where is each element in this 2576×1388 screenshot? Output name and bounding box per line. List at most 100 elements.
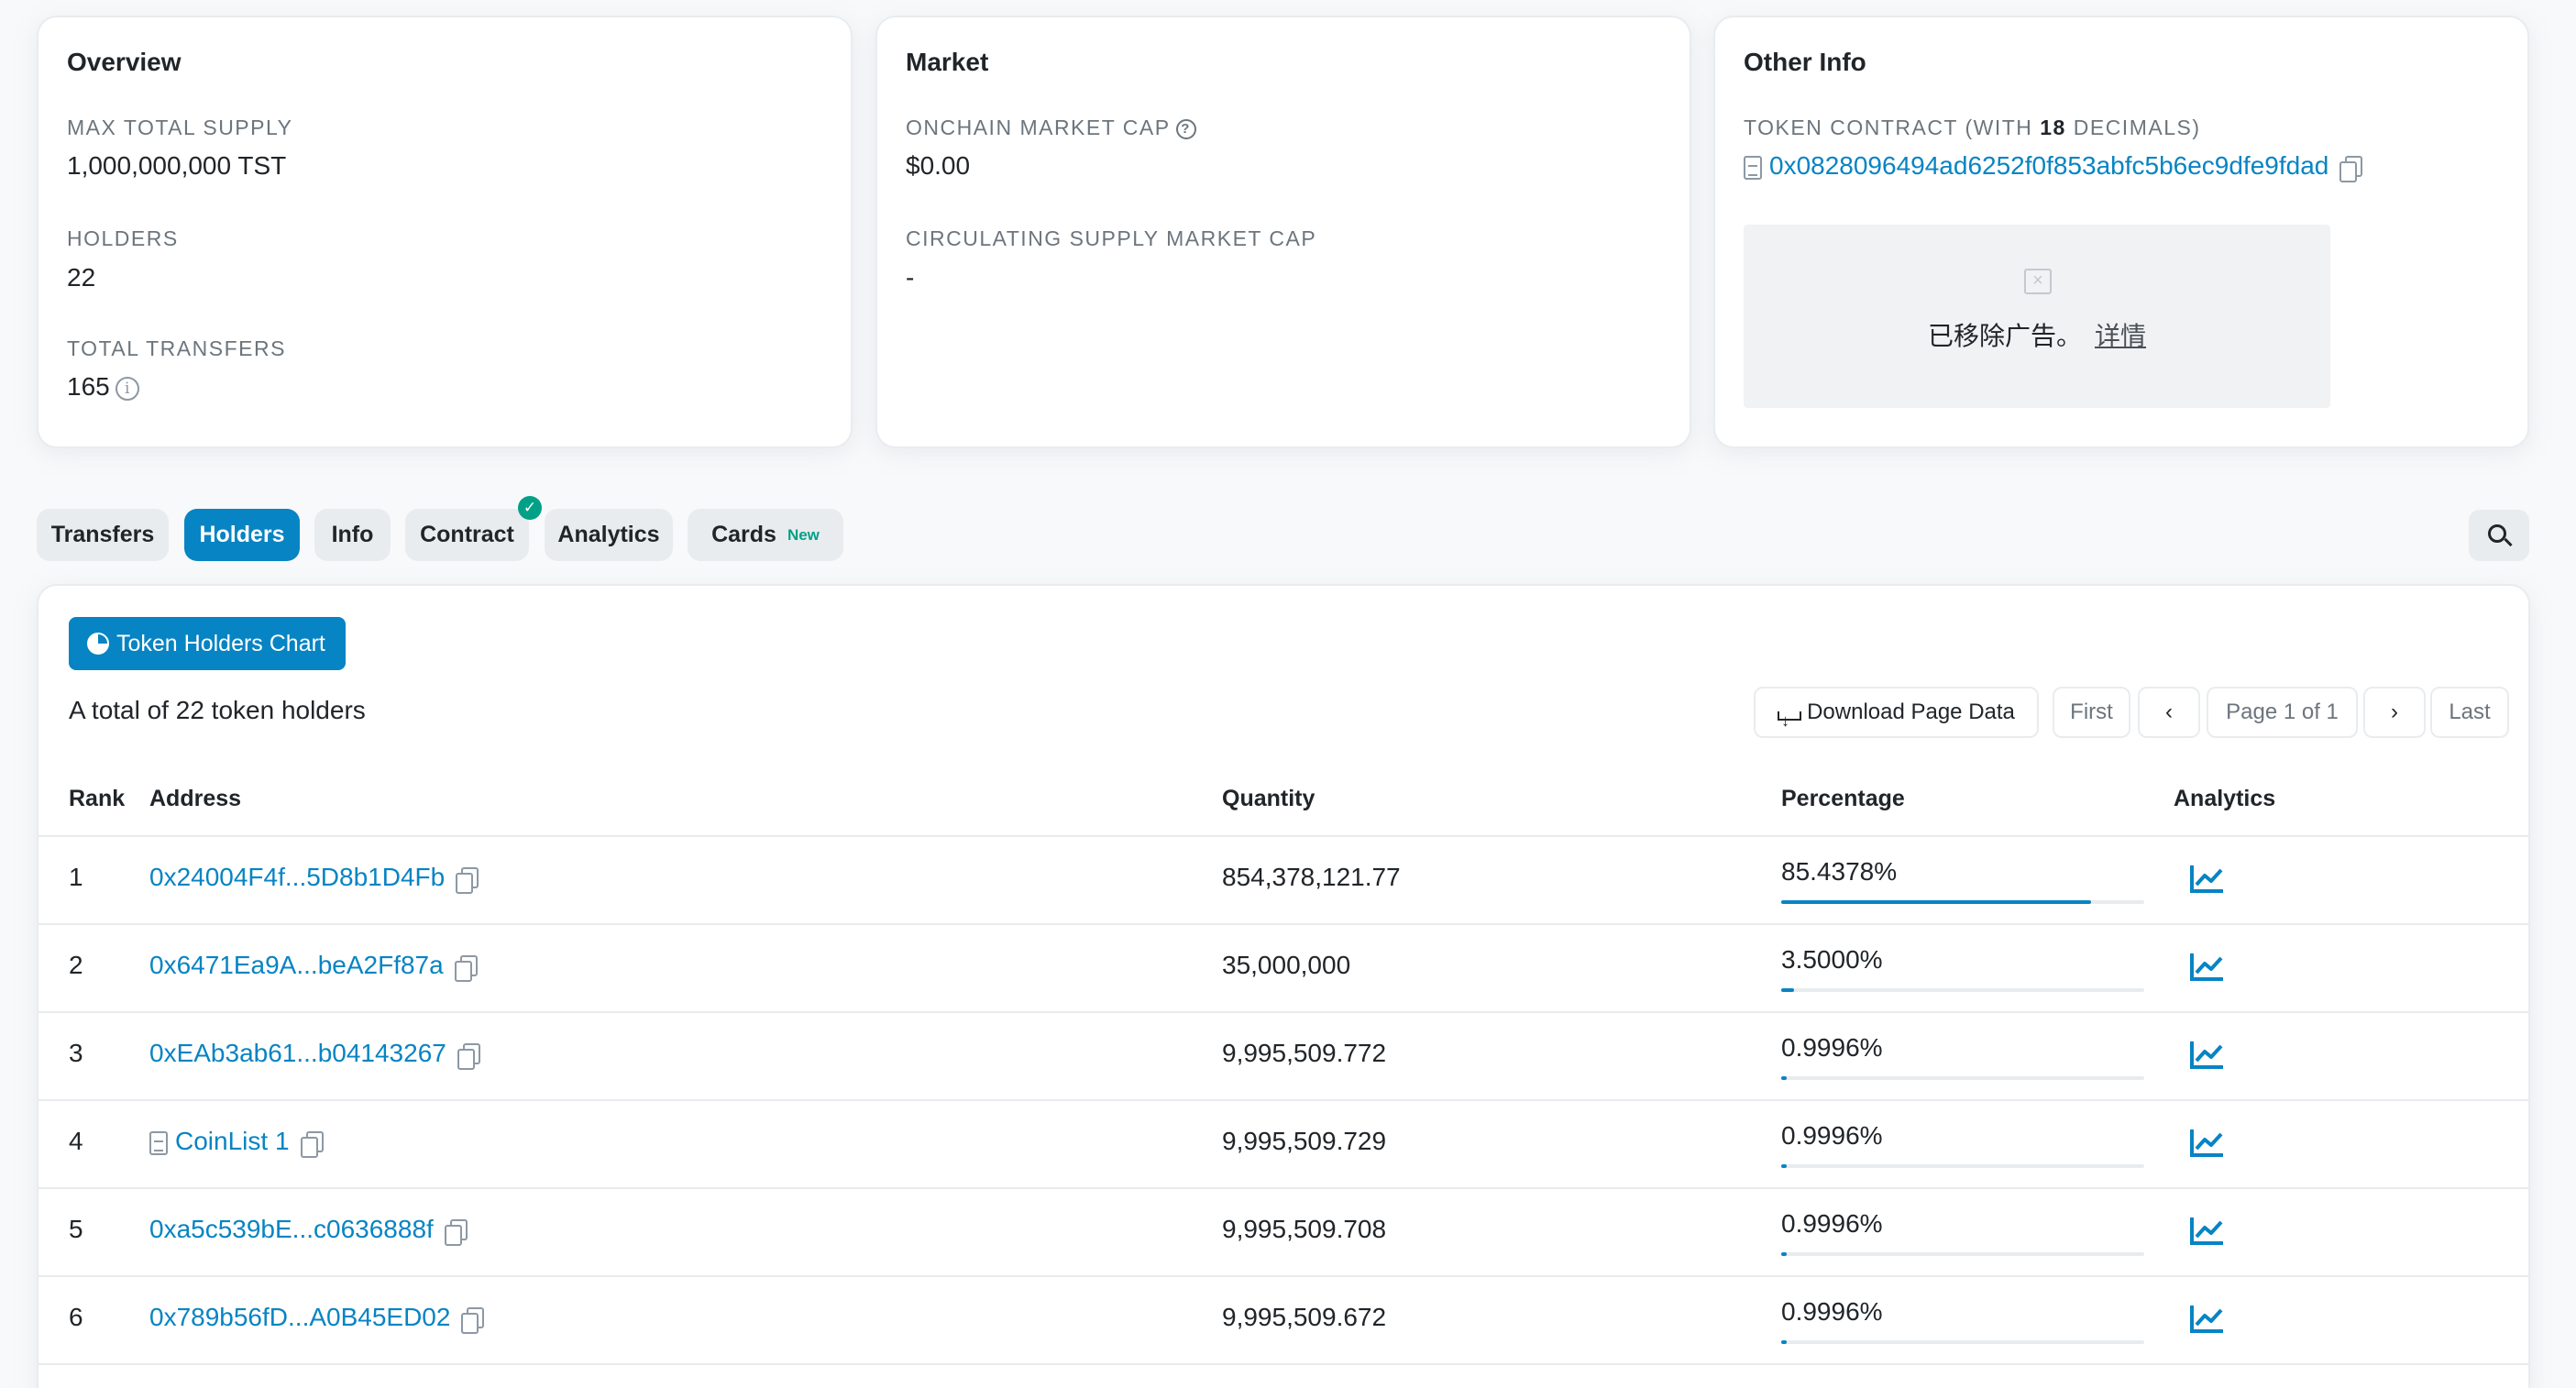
address-link[interactable]: 0xEAb3ab61...b04143267 bbox=[149, 1039, 446, 1067]
percentage-cell: 3.5000% bbox=[1781, 945, 1883, 974]
address-cell: 0x24004F4f...5D8b1D4Fb bbox=[149, 863, 479, 894]
rank-cell: 3 bbox=[69, 1039, 83, 1067]
address-link[interactable]: 0x6471Ea9A...beA2Ff87a bbox=[149, 951, 444, 979]
search-icon bbox=[2488, 524, 2506, 543]
copy-icon[interactable] bbox=[457, 1042, 480, 1070]
row-divider bbox=[39, 1011, 2528, 1013]
quantity-cell: 854,378,121.77 bbox=[1222, 863, 1401, 891]
percentage-bar bbox=[1781, 1164, 2144, 1168]
tab-cards[interactable]: Cards New bbox=[688, 509, 843, 561]
quantity-cell: 9,995,509.729 bbox=[1222, 1127, 1387, 1155]
percentage-bar-fill bbox=[1781, 900, 2091, 904]
copy-icon[interactable] bbox=[461, 1306, 485, 1334]
analytics-chart-icon[interactable] bbox=[2189, 1215, 2226, 1246]
token-decimals: 18 bbox=[2040, 116, 2066, 139]
rank-cell: 6 bbox=[69, 1303, 83, 1331]
overview-card: Overview MAX TOTAL SUPPLY 1,000,000,000 … bbox=[37, 16, 853, 448]
table-row: 3 0xEAb3ab61...b04143267 9,995,509.772 0.99… bbox=[39, 1011, 2528, 1099]
verified-check-icon: ✓ bbox=[518, 496, 542, 520]
download-icon bbox=[1778, 697, 1802, 744]
max-supply-label: MAX TOTAL SUPPLY bbox=[67, 116, 293, 139]
percentage-bar-fill bbox=[1781, 988, 1794, 992]
token-contract-label-prefix: TOKEN CONTRACT (WITH bbox=[1744, 116, 2041, 139]
copy-icon[interactable] bbox=[454, 954, 478, 982]
address-cell: 0xEAb3ab61...b04143267 bbox=[149, 1039, 480, 1070]
ad-details-link[interactable]: 详情 bbox=[2095, 322, 2147, 350]
tab-transfers[interactable]: Transfers bbox=[37, 509, 169, 561]
total-transfers-label: TOTAL TRANSFERS bbox=[67, 336, 286, 360]
tab-analytics[interactable]: Analytics bbox=[545, 509, 673, 561]
percentage-bar bbox=[1781, 1252, 2144, 1256]
col-analytics-header: Analytics bbox=[2174, 786, 2276, 811]
analytics-chart-icon[interactable] bbox=[2189, 1127, 2226, 1158]
row-divider bbox=[39, 835, 2528, 837]
onchain-market-cap-row: ONCHAIN MARKET CAP? bbox=[906, 116, 1196, 140]
tab-info[interactable]: Info bbox=[314, 509, 391, 561]
info-icon[interactable]: i bbox=[115, 376, 139, 401]
page-indicator: Page 1 of 1 bbox=[2207, 687, 2358, 738]
copy-icon[interactable] bbox=[444, 1218, 468, 1246]
other-info-title: Other Info bbox=[1744, 48, 1866, 76]
new-badge: New bbox=[787, 526, 820, 544]
download-page-data-button[interactable]: Download Page Data bbox=[1754, 687, 2039, 744]
percentage-bar bbox=[1781, 1340, 2144, 1344]
prev-page-button[interactable]: ‹ bbox=[2138, 687, 2200, 738]
table-row: 4 CoinList 1 9,995,509.729 0.9996% bbox=[39, 1099, 2528, 1187]
tab-holders[interactable]: Holders bbox=[184, 509, 300, 561]
percentage-cell: 85.4378% bbox=[1781, 857, 1898, 886]
analytics-chart-icon[interactable] bbox=[2189, 863, 2226, 894]
token-holders-chart-button[interactable]: Token Holders Chart bbox=[69, 617, 346, 670]
percentage-cell: 0.9996% bbox=[1781, 1209, 1883, 1238]
tab-contract[interactable]: Contract bbox=[405, 509, 529, 561]
chevron-right-icon: › bbox=[2391, 700, 2398, 724]
address-link[interactable]: 0x789b56fD...A0B45ED02 bbox=[149, 1303, 451, 1331]
rank-cell: 2 bbox=[69, 951, 83, 979]
analytics-chart-icon[interactable] bbox=[2189, 951, 2226, 982]
ad-removed-label: 已移除广告。 bbox=[1927, 322, 2082, 350]
rank-cell: 1 bbox=[69, 863, 83, 891]
percentage-cell: 0.9996% bbox=[1781, 1033, 1883, 1062]
percentage-bar bbox=[1781, 1076, 2144, 1080]
row-divider bbox=[39, 1363, 2528, 1365]
total-holders-text: A total of 22 token holders bbox=[69, 696, 366, 724]
overview-title: Overview bbox=[67, 48, 182, 76]
close-icon: × bbox=[2024, 269, 2052, 294]
percentage-cell: 0.9996% bbox=[1781, 1297, 1883, 1326]
copy-icon[interactable] bbox=[456, 866, 479, 894]
quantity-cell: 35,000,000 bbox=[1222, 951, 1351, 979]
address-link[interactable]: 0xa5c539bE...c0636888f bbox=[149, 1215, 434, 1243]
address-link[interactable]: CoinList 1 bbox=[175, 1127, 290, 1155]
analytics-chart-icon[interactable] bbox=[2189, 1039, 2226, 1070]
chevron-left-icon: ‹ bbox=[2165, 700, 2173, 724]
row-divider bbox=[39, 1099, 2528, 1101]
question-icon[interactable]: ? bbox=[1175, 118, 1196, 139]
onchain-market-cap-value: $0.00 bbox=[906, 151, 971, 180]
search-button[interactable] bbox=[2469, 510, 2529, 561]
address-cell: 0x6471Ea9A...beA2Ff87a bbox=[149, 951, 478, 982]
copy-icon[interactable] bbox=[2339, 155, 2363, 182]
ad-placeholder: × 已移除广告。 详情 bbox=[1744, 225, 2330, 408]
row-divider bbox=[39, 1275, 2528, 1277]
table-row: 2 0x6471Ea9A...beA2Ff87a 35,000,000 3.5000% bbox=[39, 923, 2528, 1011]
first-page-button[interactable]: First bbox=[2053, 687, 2130, 738]
next-page-button[interactable]: › bbox=[2363, 687, 2426, 738]
token-contract-label: TOKEN CONTRACT (WITH 18 DECIMALS) bbox=[1744, 116, 2201, 140]
percentage-bar-fill bbox=[1781, 1340, 1787, 1344]
col-quantity-header: Quantity bbox=[1222, 786, 1316, 811]
table-row: 1 0x24004F4f...5D8b1D4Fb 854,378,121.77 85.… bbox=[39, 835, 2528, 923]
rank-cell: 5 bbox=[69, 1215, 83, 1243]
copy-icon[interactable] bbox=[300, 1130, 324, 1158]
address-link[interactable]: 0x24004F4f...5D8b1D4Fb bbox=[149, 863, 446, 891]
analytics-chart-icon[interactable] bbox=[2189, 1303, 2226, 1334]
market-card: Market ONCHAIN MARKET CAP? $0.00 CIRCULA… bbox=[875, 16, 1691, 448]
address-cell: CoinList 1 bbox=[149, 1127, 324, 1158]
token-contract-link[interactable]: 0x0828096494ad6252f0f853abfc5b6ec9dfe9fd… bbox=[1769, 151, 2329, 180]
col-rank-header: Rank bbox=[69, 786, 126, 811]
tab-cards-label: Cards bbox=[711, 522, 776, 547]
ad-removed-text: 已移除广告。 详情 bbox=[1744, 316, 2330, 353]
col-percentage-header: Percentage bbox=[1781, 786, 1905, 811]
last-page-button[interactable]: Last bbox=[2430, 687, 2509, 738]
rank-cell: 4 bbox=[69, 1127, 83, 1155]
file-icon bbox=[1744, 155, 1762, 180]
token-contract-row: 0x0828096494ad6252f0f853abfc5b6ec9dfe9fd… bbox=[1744, 151, 2363, 182]
